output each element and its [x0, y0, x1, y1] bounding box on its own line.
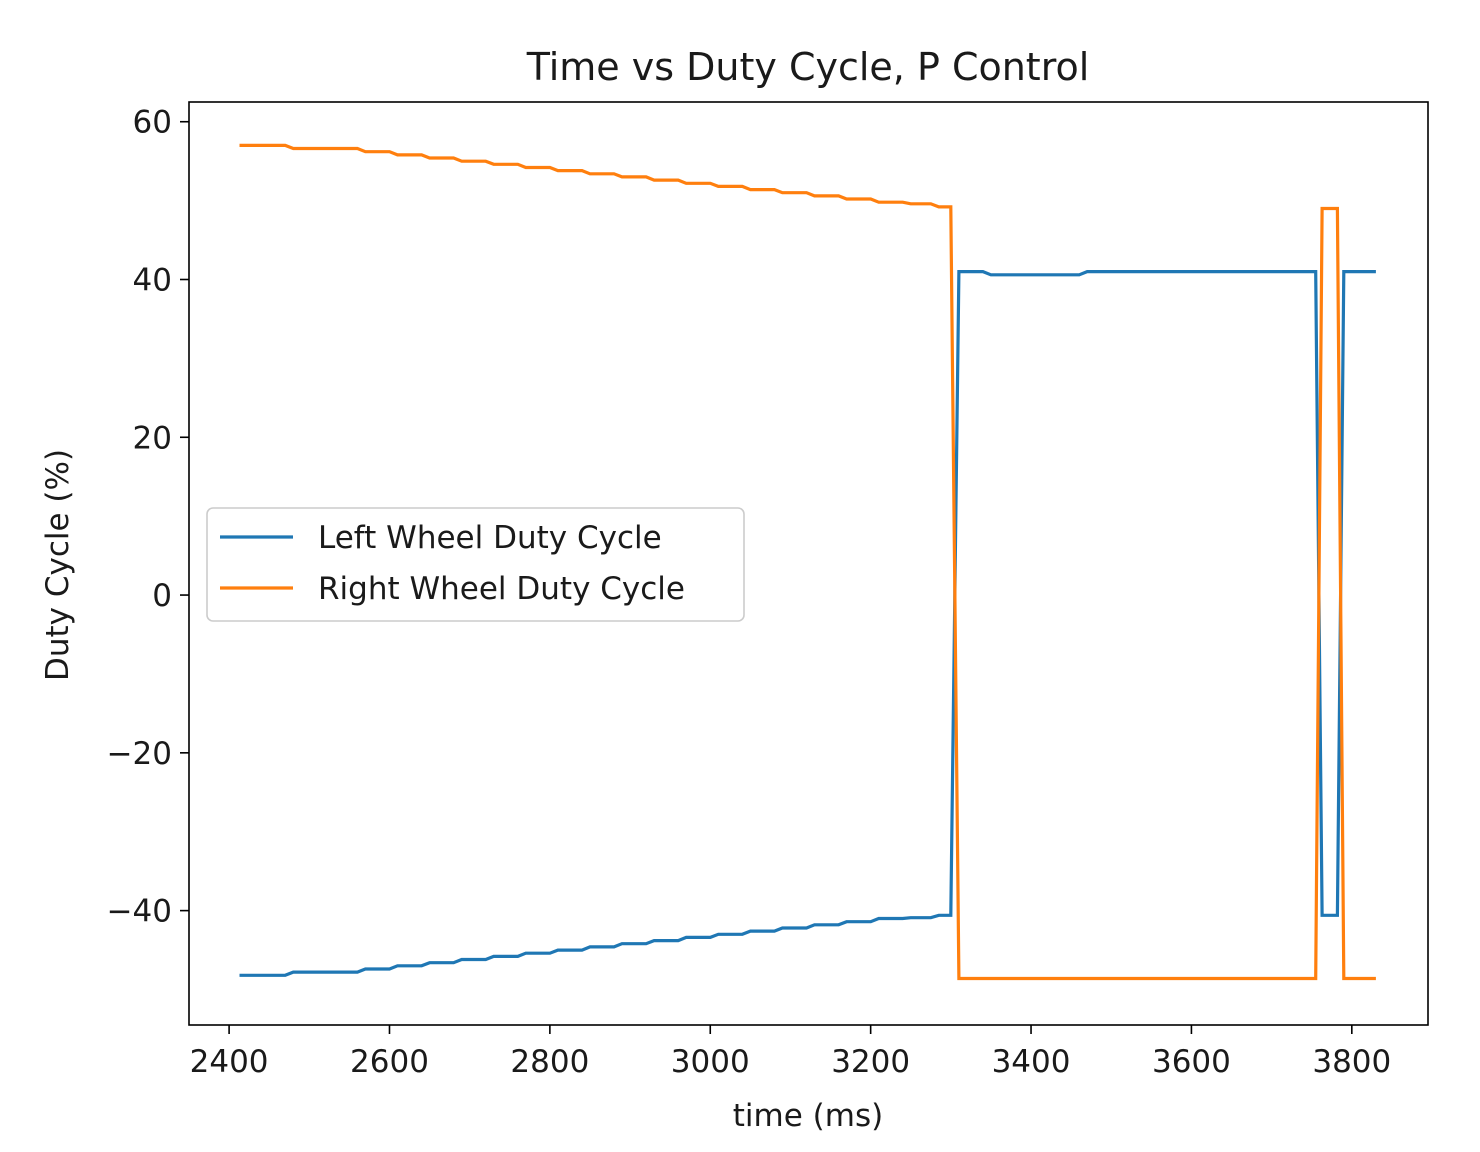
x-tick-label: 2600	[350, 1044, 429, 1080]
y-tick-label: 20	[133, 420, 172, 456]
y-tick-label: −40	[107, 894, 172, 930]
x-tick-label: 3800	[1312, 1044, 1391, 1080]
y-tick-label: 0	[152, 578, 172, 614]
x-tick-label: 3400	[992, 1044, 1071, 1080]
x-tick-label: 3600	[1152, 1044, 1231, 1080]
x-axis: 2400 2600 2800 3000 3200 3400 3600 3800	[190, 1025, 1391, 1080]
plot-frame	[188, 101, 1429, 1026]
y-axis-title: Duty Cycle (%)	[40, 449, 76, 681]
y-tick-label: 60	[133, 105, 172, 141]
series-line-right-wheel	[239, 143, 1376, 981]
legend-box	[206, 507, 745, 622]
legend: Left Wheel Duty Cycle Right Wheel Duty C…	[206, 507, 745, 622]
y-tick-label: −20	[107, 736, 172, 772]
x-axis-title: time (ms)	[733, 1098, 883, 1134]
plot-area	[239, 143, 1376, 981]
x-tick-label: 3200	[831, 1044, 910, 1080]
legend-label-right: Right Wheel Duty Cycle	[318, 571, 685, 607]
y-tick-label: 40	[133, 263, 172, 299]
x-tick-label: 2800	[510, 1044, 589, 1080]
chart-title: Time vs Duty Cycle, P Control	[526, 45, 1090, 89]
x-tick-label: 3000	[671, 1044, 750, 1080]
y-axis: 60 40 20 0 −20 −40	[107, 105, 189, 930]
series-line-left-wheel	[239, 270, 1376, 977]
legend-label-left: Left Wheel Duty Cycle	[318, 520, 662, 556]
x-tick-label: 2400	[190, 1044, 269, 1080]
